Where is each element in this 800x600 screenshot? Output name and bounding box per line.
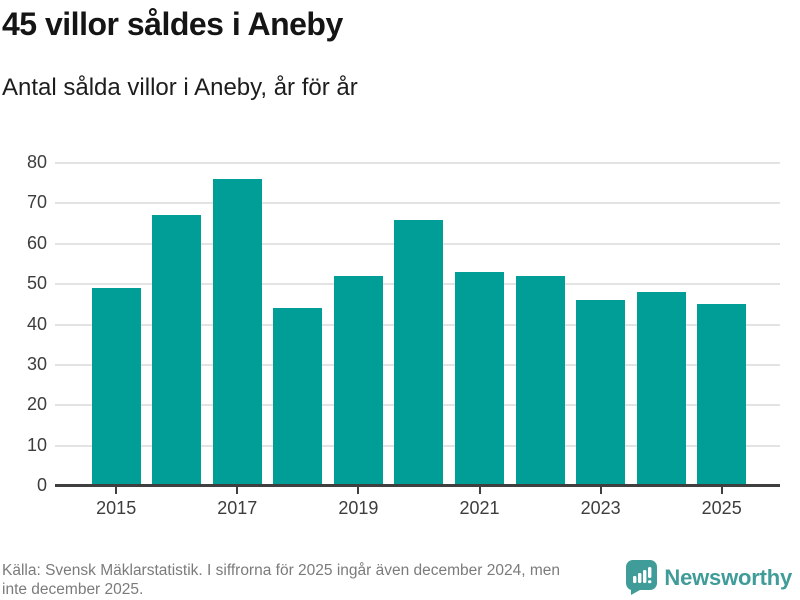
y-axis-tick-label: 10 (26, 434, 47, 455)
bar-2021 (455, 272, 504, 486)
x-axis-tick-label: 2015 (96, 498, 137, 518)
x-axis-tick-label: 2019 (338, 498, 379, 518)
bar-2025 (697, 304, 747, 486)
x-axis-tick (357, 487, 360, 494)
source-note-line: inte december 2025. (2, 580, 144, 598)
gridline (55, 162, 780, 164)
x-axis-tick-label: 2017 (217, 498, 258, 518)
source-note-line: Källa: Svensk Mäklarstatistik. I siffror… (2, 562, 560, 579)
bar-2022 (515, 276, 565, 486)
newsworthy-icon (626, 560, 658, 595)
gridline (55, 202, 780, 205)
bar-2018 (273, 308, 323, 486)
x-axis-tick (599, 487, 602, 494)
bar-2023 (576, 300, 626, 486)
chart-subtitle: Antal sålda villor i Aneby, år för år (2, 74, 358, 101)
source-note: Källa: Svensk Mäklarstatistik. I siffror… (2, 562, 650, 599)
y-axis-tick-label: 30 (26, 353, 47, 374)
bar-2020 (394, 219, 444, 486)
bar-2024 (636, 292, 686, 486)
x-axis-tick (115, 487, 118, 494)
x-axis-tick-label: 2023 (580, 498, 621, 518)
y-axis-tick-label: 80 (26, 152, 47, 172)
x-axis-line (55, 484, 780, 487)
y-axis-tick-label: 0 (36, 475, 47, 495)
page-title: 45 villor såldes i Aneby (2, 6, 343, 42)
brand-logo: Newsworthy (626, 560, 792, 595)
x-axis-tick (478, 487, 481, 494)
x-axis-tick-label: 2021 (459, 498, 500, 518)
y-axis-tick-label: 40 (26, 313, 47, 334)
y-axis-tick-label: 60 (26, 232, 47, 253)
bar-2017 (212, 179, 262, 486)
bar-2016 (152, 215, 202, 486)
y-axis-tick-label: 50 (26, 273, 47, 294)
bar-2015 (91, 288, 141, 486)
brand-wordmark: Newsworthy (664, 564, 792, 590)
x-axis-tick (236, 487, 239, 494)
x-axis-tick (720, 487, 723, 494)
y-axis-tick-label: 70 (26, 192, 47, 213)
x-axis-tick-label: 2025 (701, 498, 742, 518)
y-axis-tick-label: 20 (26, 394, 47, 415)
bar-2019 (333, 276, 383, 486)
